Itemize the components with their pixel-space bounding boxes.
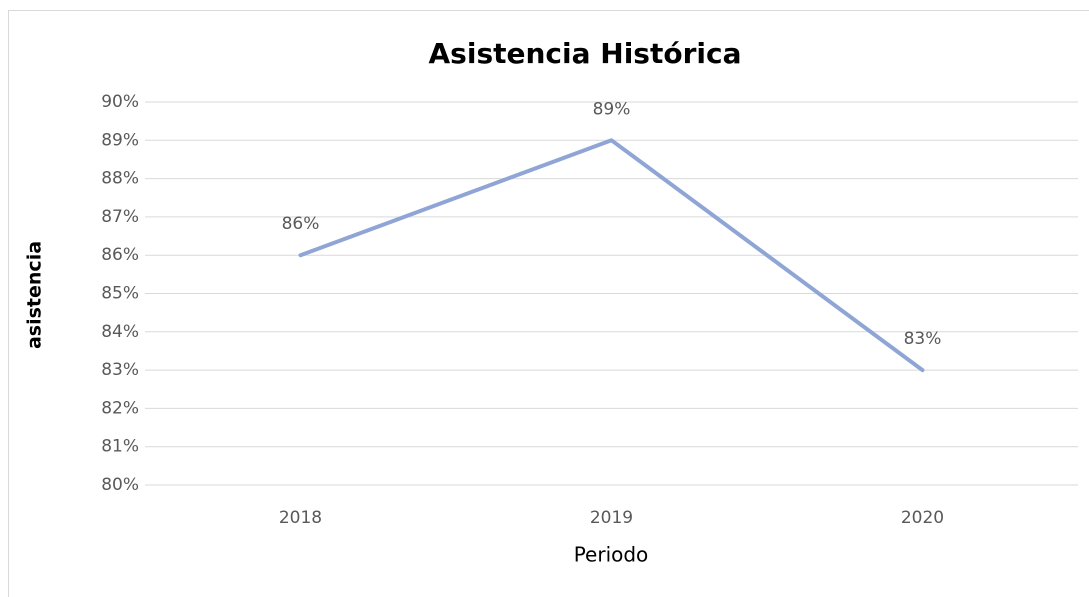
x-tick-label: 2018 (279, 508, 322, 528)
y-tick-label: 82% (101, 398, 139, 418)
y-tick-label: 86% (101, 245, 139, 265)
data-label: 89% (593, 99, 631, 119)
y-axis-title: asistencia (24, 241, 46, 349)
y-tick-label: 87% (101, 207, 139, 227)
y-tick-label: 85% (101, 284, 139, 304)
data-label: 86% (282, 214, 320, 234)
y-tick-label: 89% (101, 130, 139, 150)
y-tick-label: 80% (101, 475, 139, 495)
x-tick-label: 2020 (901, 508, 944, 528)
y-tick-label: 90% (101, 92, 139, 112)
y-tick-label: 81% (101, 437, 139, 457)
chart-title: Asistencia Histórica (429, 37, 742, 70)
y-tick-label: 83% (101, 360, 139, 380)
x-tick-label: 2019 (590, 508, 633, 528)
chart-border (8, 10, 1089, 597)
data-label: 83% (904, 329, 942, 349)
y-tick-label: 88% (101, 169, 139, 189)
x-axis-title: Periodo (574, 543, 649, 567)
y-tick-label: 84% (101, 322, 139, 342)
line (298, 138, 925, 373)
